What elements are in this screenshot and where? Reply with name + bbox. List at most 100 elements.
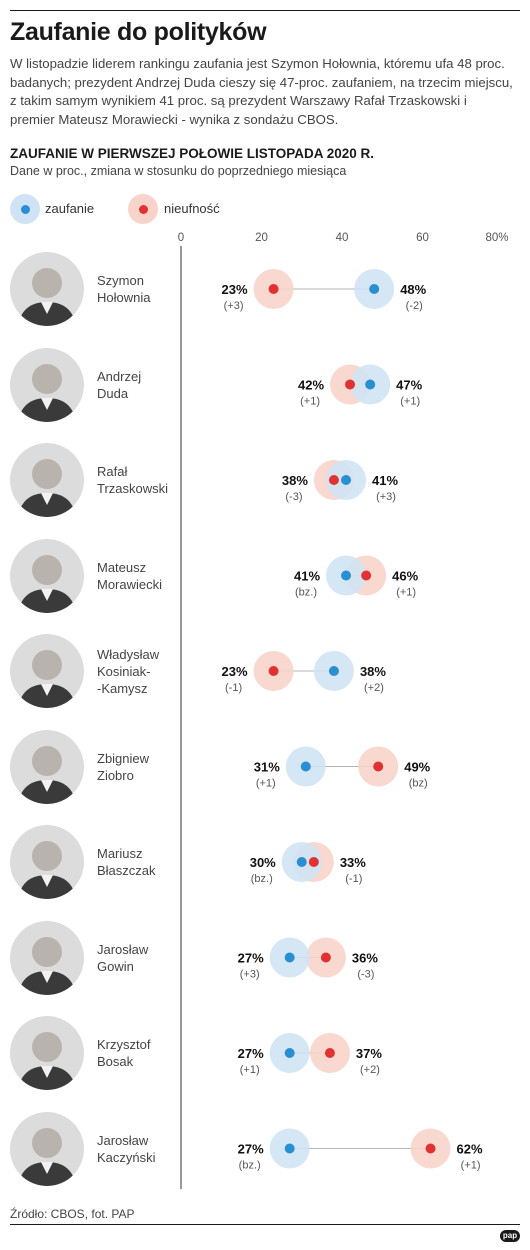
trust-point (328, 666, 339, 676)
distrust-value-label: 62% (457, 1142, 483, 1157)
distrust-change-label: (-3) (357, 969, 374, 981)
politician-photo (10, 347, 84, 422)
distrust-change-label: (+1) (396, 587, 416, 599)
distrust-change-label: (+1) (461, 1160, 481, 1172)
distrust-point (345, 379, 356, 390)
trust-point (341, 570, 352, 581)
trust-change-label: (+1) (256, 778, 276, 790)
distrust-value-label: 33% (340, 855, 366, 870)
politician-photo (10, 1111, 84, 1186)
politician-photo (10, 634, 84, 708)
distrust-point (361, 570, 372, 581)
top-rule (10, 10, 520, 11)
bottom-rule (10, 1224, 520, 1225)
distrust-value-label: 42% (298, 378, 324, 393)
politician-photo (10, 729, 84, 804)
distrust-change-label: (+2) (360, 1064, 380, 1076)
distrust-change-label: (-3) (285, 491, 302, 503)
lead-paragraph: W listopadzie liderem rankingu zaufania … (10, 56, 513, 127)
politician-name: Jarosław Gowin (97, 941, 182, 975)
politician-name-line: -Kamysz (97, 680, 148, 696)
politician-name-line: Duda (97, 385, 129, 401)
distrust-point (320, 952, 331, 963)
politician-name: Mateusz Morawiecki (97, 559, 182, 593)
trust-change-label: (bz.) (251, 873, 273, 885)
chart-title: ZAUFANIE W PIERWSZEJ POŁOWIE LISTOPADA 2… (10, 146, 375, 161)
distrust-change-label: (bz) (409, 778, 428, 790)
legend-distrust-label: nieufność (164, 201, 220, 216)
politician-name-line: Mateusz (97, 559, 147, 575)
trust-change-label: (+1) (400, 396, 420, 408)
trust-point (296, 857, 307, 867)
legend-trust-label: zaufanie (45, 201, 95, 216)
trust-point (341, 475, 352, 485)
trust-change-label: (bz.) (295, 587, 317, 599)
distrust-value-label: 38% (282, 473, 308, 488)
distrust-point (324, 1048, 335, 1058)
x-tick-label: 20 (255, 232, 268, 244)
distrust-change-label: (+1) (300, 396, 320, 408)
politician-name-line: Kosiniak- (97, 663, 151, 679)
trust-point (365, 379, 376, 390)
politician-name-line: Ziobro (97, 767, 134, 783)
trust-value-label: 41% (372, 473, 398, 488)
politician-name-line: Hołownia (97, 290, 151, 305)
chart-note: Dane w proc., zmiana w stosunku do poprz… (10, 164, 347, 178)
distrust-point (373, 761, 384, 772)
trust-change-label: (+2) (364, 682, 384, 694)
distrust-point (425, 1143, 436, 1154)
politician-name-line: Zbigniew (97, 750, 150, 766)
trust-value-label: 48% (400, 282, 426, 297)
distrust-change-label: (-1) (225, 682, 242, 694)
politician-name: Rafał Trzaskowski (97, 463, 182, 497)
trust-value-label: 47% (396, 378, 422, 393)
distrust-value-label: 23% (222, 282, 248, 297)
trust-point (369, 284, 380, 294)
politician-name: Jarosław Kaczyński (97, 1132, 182, 1166)
distrust-point (328, 475, 339, 485)
legend-distrust-dot (138, 204, 148, 214)
distrust-value-label: 49% (404, 760, 430, 775)
distrust-value-label: 46% (392, 569, 418, 584)
distrust-value-label: 23% (222, 664, 248, 679)
trust-change-label: (+3) (376, 491, 396, 503)
trust-change-label: (bz.) (239, 1160, 261, 1172)
trust-change-label: (+3) (240, 969, 260, 981)
politician-photo (10, 1016, 84, 1090)
trust-point (284, 952, 295, 963)
politician-name: Władysław Kosiniak- -Kamysz (97, 646, 182, 697)
politician-name-line: Bosak (97, 1054, 134, 1069)
politician-name: Andrzej Duda (97, 368, 182, 402)
politician-name-line: Mariusz (97, 846, 143, 861)
trust-point (300, 761, 311, 772)
politician-name: Mariusz Błaszczak (97, 845, 182, 879)
x-tick-label: 60 (416, 232, 429, 244)
politician-name-line: Kaczyński (97, 1149, 156, 1165)
distrust-change-label: (+3) (224, 300, 244, 312)
politician-name: Zbigniew Ziobro (97, 750, 182, 784)
x-tick-label: 0 (177, 232, 185, 244)
trust-point (284, 1143, 295, 1154)
trust-change-label: (+1) (240, 1064, 260, 1076)
politician-name-line: Andrzej (97, 368, 142, 384)
trust-value-label: 38% (360, 664, 386, 679)
politician-name: Szymon Hołownia (97, 272, 182, 306)
politician-name-line: Krzysztof (97, 1037, 151, 1052)
politician-photo (10, 825, 84, 899)
politician-name-line: Morawiecki (97, 576, 163, 592)
politician-photo (10, 443, 84, 517)
trust-point (284, 1048, 295, 1058)
distrust-value-label: 37% (356, 1046, 382, 1061)
distrust-point (268, 284, 279, 294)
distrust-point (268, 666, 279, 676)
trust-value-label: 27% (238, 1142, 264, 1157)
trust-value-label: 31% (254, 760, 280, 775)
legend-trust-dot (20, 204, 30, 214)
politician-name-line: Szymon (97, 273, 144, 288)
politician-name-line: Błaszczak (97, 863, 156, 878)
politician-name-line: Rafał (97, 464, 128, 479)
distrust-point (308, 857, 319, 867)
trust-value-label: 27% (238, 951, 264, 966)
politician-name: Krzysztof Bosak (97, 1036, 182, 1070)
